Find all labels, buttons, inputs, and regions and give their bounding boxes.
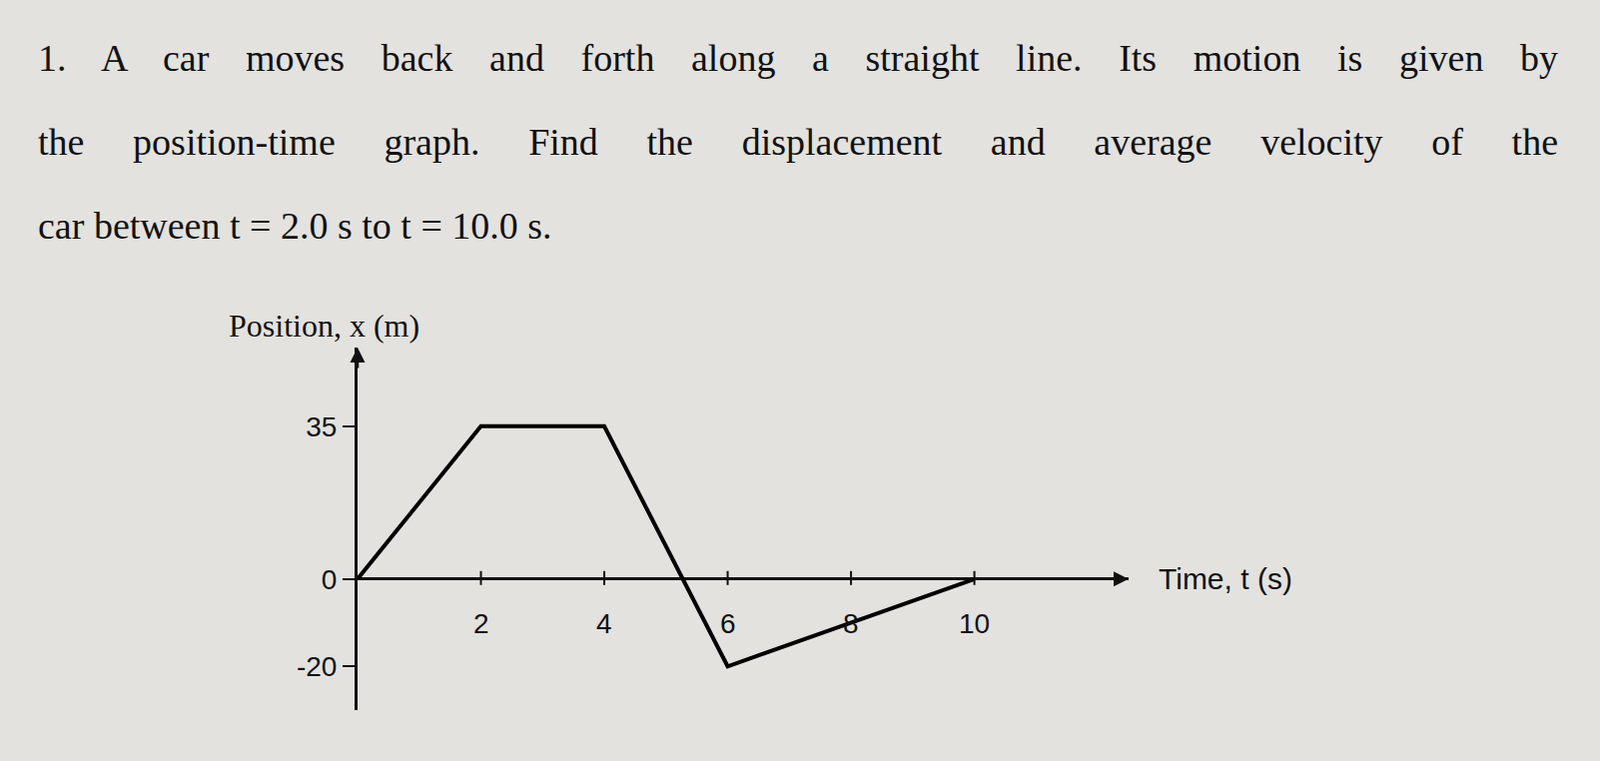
svg-text:6: 6 (720, 608, 737, 640)
svg-text:10: 10 (958, 608, 990, 640)
svg-text:Position, x (m): Position, x (m) (228, 307, 420, 344)
svg-text:Time, t (s): Time, t (s) (1158, 562, 1293, 596)
svg-text:4: 4 (596, 608, 613, 640)
svg-text:-20: -20 (296, 651, 337, 683)
html-text:1. A car moves back and forth: 1. A car moves back and forth along a st… (37, 36, 1559, 79)
svg-text:8: 8 (842, 608, 859, 640)
svg-text:35: 35 (305, 411, 337, 443)
html-text:the position-time graph. Find: the position-time graph. Find the displa… (37, 120, 1559, 163)
svg-text:2: 2 (473, 608, 490, 640)
svg-text:0: 0 (321, 564, 338, 596)
html-text:car between t = 2.0 s to t = 1: car between t = 2.0 s to t = 10.0 s. (37, 204, 552, 247)
